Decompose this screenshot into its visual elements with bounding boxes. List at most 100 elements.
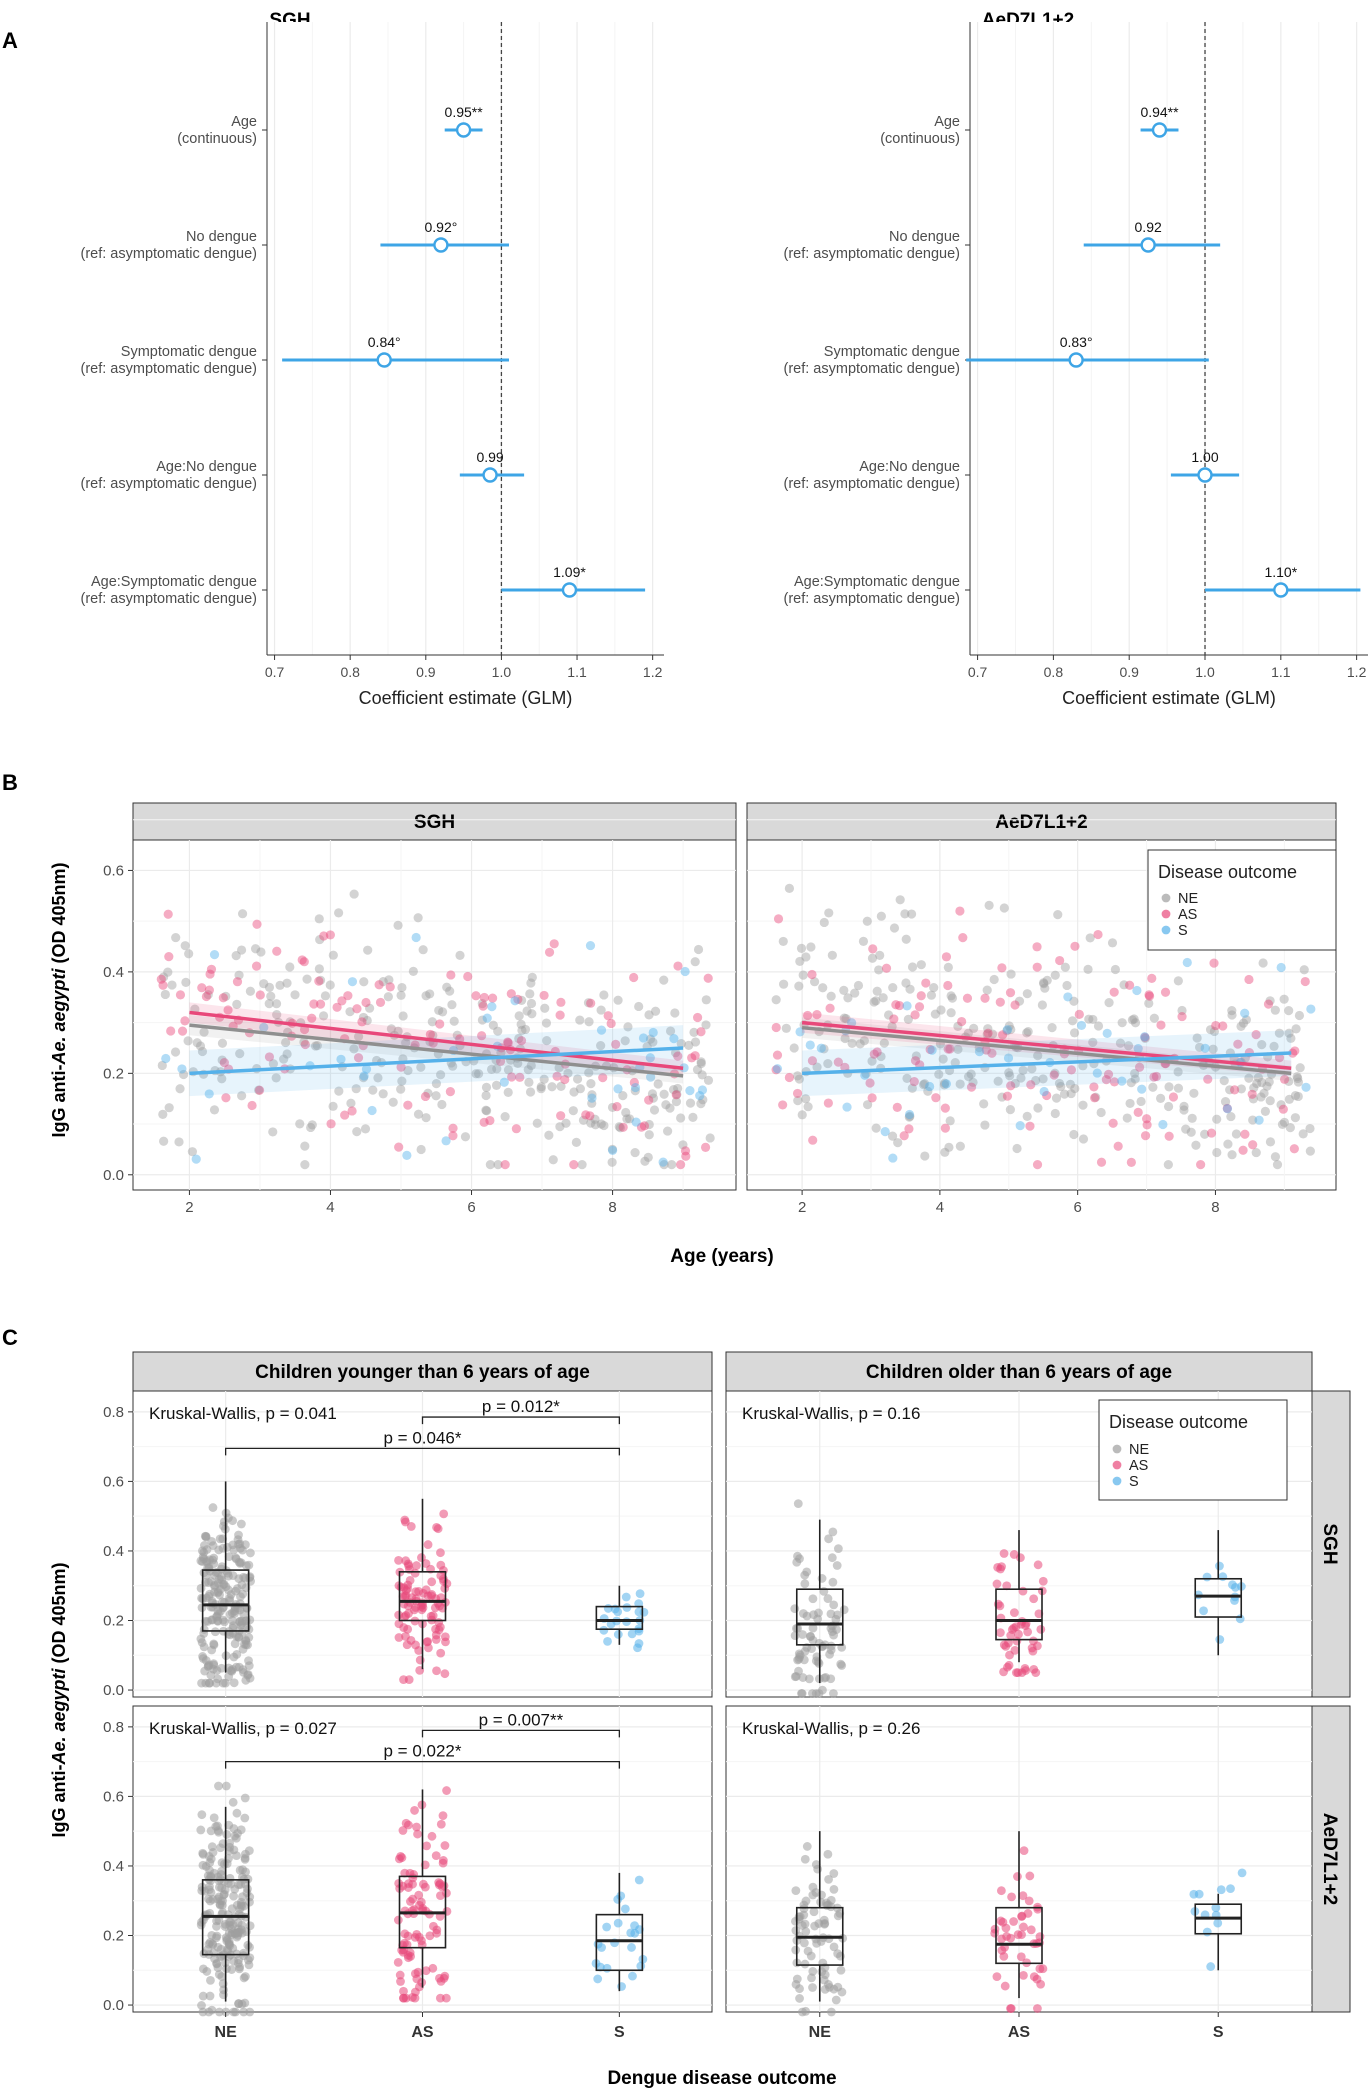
box-point-ne [232, 1808, 242, 1818]
scatter-point-ne [796, 943, 807, 953]
scatter-point-as [1238, 1145, 1248, 1155]
scatter-point-s [1276, 962, 1286, 973]
box-point-ne [224, 1820, 234, 1830]
scatter-point-as [1134, 1062, 1145, 1072]
scatter-x-axis-title: Age (years) [670, 1246, 774, 1267]
box-point-as [435, 1879, 445, 1888]
forest-term-sublabel: (ref: asymptomatic dengue) [81, 476, 258, 492]
scatter-point-ne [1276, 1100, 1286, 1110]
scatter-point-ne [282, 978, 292, 988]
scatter-point-s [1076, 1020, 1087, 1031]
forest-x-tick-label: 1.2 [643, 664, 663, 680]
box-column-strip-label: Children younger than 6 years of age [255, 1362, 590, 1383]
box-y-tick-label: 0.4 [103, 1543, 124, 1560]
box-x-tick-label: NE [215, 2024, 238, 2041]
scatter-point-as [337, 996, 347, 1006]
scatter-point-ne [615, 1123, 625, 1133]
box-point-ne [807, 1973, 816, 1983]
scatter-point-ne [938, 1054, 948, 1064]
scatter-point-ne [953, 1021, 963, 1031]
scatter-point-ne [1295, 1063, 1305, 1073]
scatter-point-as [1006, 1081, 1016, 1091]
box-point-ne [241, 1972, 250, 1981]
scatter-point-ne [771, 995, 781, 1005]
box-point-ne [829, 1689, 838, 1698]
scatter-point-ne [275, 980, 285, 990]
scatter-point-ne [524, 1077, 534, 1087]
scatter-point-ne [514, 1011, 524, 1021]
significance-label: p = 0.046* [384, 1428, 462, 1447]
scatter-point-ne [824, 908, 834, 918]
facet-strip-label: SGH [414, 812, 455, 833]
scatter-point-ne [901, 978, 911, 988]
scatter-point-ne [1270, 1152, 1281, 1162]
forest-estimate-label: 0.83° [1060, 334, 1093, 350]
box-point-as [396, 1582, 406, 1592]
box-point-ne [811, 1689, 821, 1698]
scatter-point-ne [887, 1021, 897, 1032]
box-point-ne [220, 1889, 229, 1899]
scatter-point-ne [328, 950, 338, 960]
scatter-point-ne [268, 1059, 278, 1069]
scatter-point-ne [554, 1063, 564, 1073]
scatter-point-ne [781, 1023, 791, 1033]
scatter-point-as [868, 944, 878, 954]
scatter-point-ne [1208, 1044, 1218, 1054]
scatter-point-as [503, 1038, 513, 1048]
box-point-ne [229, 1545, 239, 1555]
scatter-point-as [539, 990, 549, 1001]
box-point-s [603, 1636, 612, 1646]
box-point-ne [798, 1609, 808, 1618]
forest-point-estimate [561, 582, 578, 598]
scatter-point-ne [526, 1060, 536, 1071]
y-title-part: IgG anti- [49, 1065, 69, 1138]
scatter-point-ne [1093, 1021, 1104, 1031]
scatter-point-ne [823, 1058, 833, 1069]
scatter-point-ne [643, 1152, 653, 1163]
scatter-point-ne [1115, 1038, 1126, 1048]
box-point-ne [808, 1882, 818, 1892]
scatter-point-ne [640, 1156, 650, 1166]
scatter-point-ne [300, 1160, 310, 1170]
box-point-ne [236, 1592, 245, 1602]
scatter-point-ne [447, 1000, 457, 1010]
box-point-as [400, 1515, 410, 1525]
scatter-point-as [1196, 1160, 1206, 1170]
scatter-point-ne [1270, 1005, 1280, 1015]
scatter-point-ne [418, 945, 428, 955]
scatter-point-ne [939, 1080, 949, 1090]
scatter-point-ne [943, 962, 953, 972]
scatter-point-ne [481, 1082, 492, 1093]
scatter-point-ne [1110, 964, 1121, 975]
scatter-point-ne [934, 1069, 944, 1079]
box-point-s [1199, 1606, 1208, 1616]
scatter-x-tick-label: 2 [798, 1199, 806, 1216]
scatter-point-ne [1031, 1075, 1041, 1086]
box-x-tick-label: AS [411, 2024, 434, 2041]
box-y-axis-title: IgG anti-Ae. aegypti (OD 405nm) [49, 1562, 69, 1837]
scatter-point-ne [307, 1120, 317, 1130]
scatter-point-as [1164, 1131, 1174, 1141]
scatter-x-tick-label: 6 [467, 1199, 475, 1216]
forest-x-tick-label: 0.8 [340, 664, 360, 680]
scatter-point-ne [596, 1041, 606, 1051]
scatter-point-s [1182, 957, 1192, 968]
scatter-point-ne [979, 1099, 989, 1109]
scatter-point-as [251, 961, 262, 971]
forest-estimate-label: 1.10* [1264, 564, 1297, 580]
scatter-point-s [487, 1002, 497, 1012]
box-point-s [602, 1963, 612, 1973]
box-point-ne [215, 1534, 225, 1544]
scatter-point-s [695, 1091, 705, 1101]
scatter-point-as [1290, 1046, 1300, 1056]
scatter-point-ne [1284, 1006, 1294, 1016]
scatter-point-as [204, 985, 214, 995]
scatter-point-ne [516, 1019, 526, 1029]
scatter-point-ne [1148, 1082, 1158, 1092]
box-legend-box [1098, 1399, 1288, 1501]
box-point-ne [803, 1946, 813, 1956]
scatter-point-ne [1265, 1096, 1275, 1106]
box-point-ne [229, 1891, 239, 1901]
scatter-point-as [687, 1053, 697, 1063]
forest-x-tick-label: 0.7 [265, 664, 285, 680]
